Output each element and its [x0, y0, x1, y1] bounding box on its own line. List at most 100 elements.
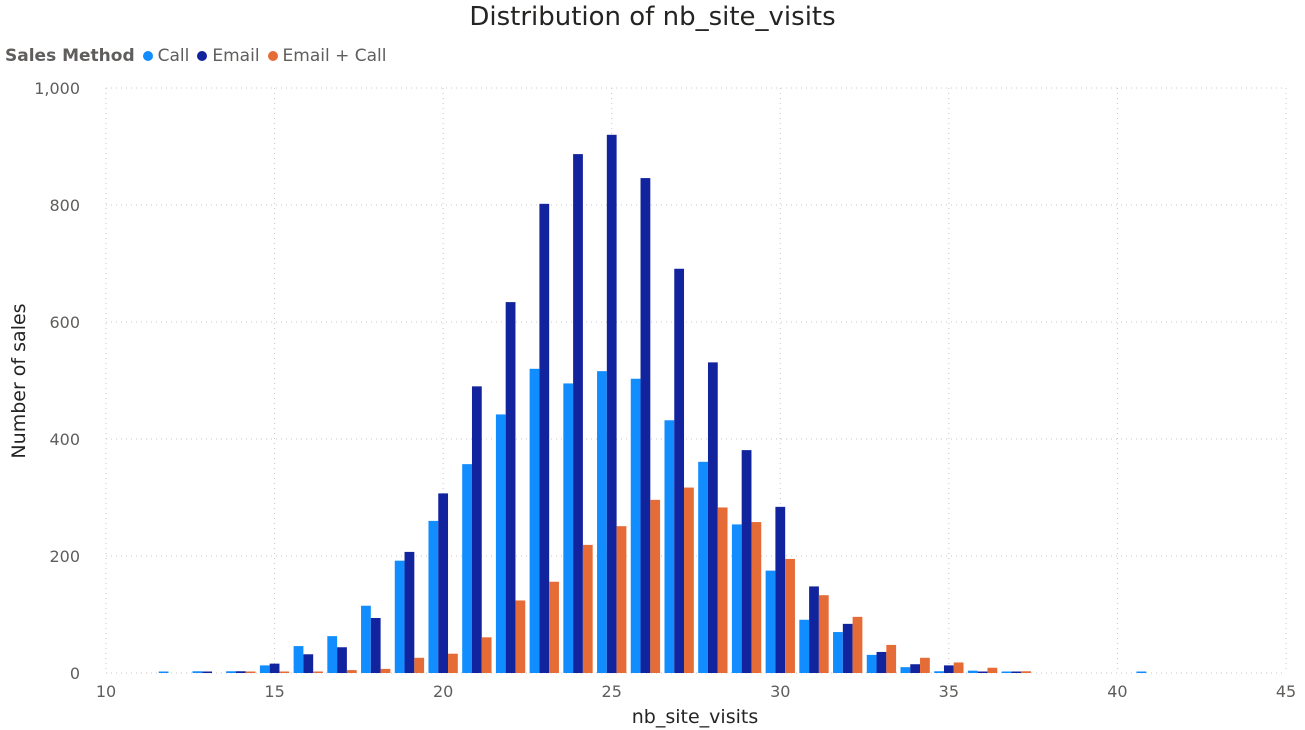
bar-email-call-19[interactable]: [414, 657, 425, 673]
legend-title: Sales Method: [5, 46, 135, 66]
x-tick-label: 35: [939, 682, 959, 701]
x-tick-label: 40: [1107, 682, 1127, 701]
bar-email-call-36[interactable]: [987, 667, 998, 673]
bar-call-32[interactable]: [833, 632, 843, 673]
bar-call-31[interactable]: [799, 619, 810, 673]
legend-marker-email: [197, 51, 208, 61]
bar-email-21[interactable]: [471, 386, 482, 673]
bar-email-call-16[interactable]: [313, 671, 323, 674]
y-tick-label: 1,000: [34, 79, 80, 98]
bar-email-33[interactable]: [876, 651, 887, 673]
bar-call-28[interactable]: [698, 461, 708, 673]
bar-call-12[interactable]: [158, 671, 169, 674]
bar-call-23[interactable]: [529, 368, 540, 673]
bar-email-call-25[interactable]: [616, 526, 627, 673]
bar-email-20[interactable]: [438, 493, 449, 673]
bar-email-36[interactable]: [977, 671, 988, 674]
bar-email-call-21[interactable]: [481, 637, 492, 673]
x-tick-label: 30: [770, 682, 790, 701]
bar-email-15[interactable]: [269, 663, 280, 673]
bar-email-call-15[interactable]: [279, 671, 290, 674]
bars: [158, 134, 1147, 674]
legend-marker-call: [142, 51, 153, 61]
bar-email-30[interactable]: [775, 506, 786, 673]
bar-email-14[interactable]: [235, 671, 246, 673]
bar-email-29[interactable]: [741, 450, 752, 673]
bar-call-21[interactable]: [462, 464, 472, 673]
bar-call-24[interactable]: [563, 383, 574, 673]
bar-email-16[interactable]: [303, 654, 314, 673]
bar-email-call-33[interactable]: [886, 644, 897, 673]
legend-marker-email-call: [267, 51, 278, 61]
bar-call-19[interactable]: [394, 560, 405, 673]
bar-email-37[interactable]: [1011, 671, 1022, 674]
bar-email-31[interactable]: [809, 586, 819, 673]
bar-call-13[interactable]: [192, 671, 203, 673]
bar-email-27[interactable]: [674, 268, 685, 673]
bar-call-20[interactable]: [428, 520, 439, 673]
gridlines: [105, 87, 1287, 674]
bar-email-call-22[interactable]: [515, 600, 526, 673]
x-tick-label: 15: [264, 682, 284, 701]
legend-item-call[interactable]: Call: [142, 46, 189, 66]
x-tick-label: 25: [602, 682, 622, 701]
bar-email-28[interactable]: [707, 362, 718, 673]
bar-call-29[interactable]: [731, 524, 742, 673]
bar-call-33[interactable]: [866, 654, 877, 673]
bar-email-call-20[interactable]: [448, 653, 458, 673]
x-tick-label: 10: [96, 682, 116, 701]
bar-email-call-23[interactable]: [549, 581, 559, 673]
bar-email-26[interactable]: [640, 178, 651, 673]
bar-email-24[interactable]: [573, 154, 583, 674]
y-axis-title: Number of sales: [8, 303, 30, 458]
bar-call-35[interactable]: [934, 671, 944, 673]
bar-email-call-27[interactable]: [684, 487, 694, 673]
bar-call-36[interactable]: [967, 670, 978, 673]
bar-email-call-28[interactable]: [717, 507, 728, 673]
bar-email-32[interactable]: [842, 623, 853, 673]
bar-call-22[interactable]: [495, 414, 506, 673]
bar-call-27[interactable]: [664, 420, 675, 673]
bar-call-16[interactable]: [293, 646, 304, 673]
bar-email-call-32[interactable]: [852, 616, 863, 673]
bar-call-41[interactable]: [1136, 671, 1147, 674]
bar-email-call-26[interactable]: [650, 499, 661, 673]
bar-call-25[interactable]: [597, 371, 607, 673]
bar-email-call-31[interactable]: [818, 595, 829, 673]
bar-email-13[interactable]: [202, 671, 213, 674]
bar-email-call-34[interactable]: [920, 657, 930, 673]
legend-item-email-call[interactable]: Email + Call: [267, 46, 387, 66]
bar-email-call-18[interactable]: [380, 668, 391, 673]
bar-email-call-29[interactable]: [751, 522, 762, 673]
bar-call-17[interactable]: [327, 636, 338, 673]
y-tick-label: 400: [49, 430, 80, 449]
bar-email-19[interactable]: [404, 551, 415, 673]
bar-call-15[interactable]: [259, 665, 270, 673]
y-tick-label: 800: [49, 196, 80, 215]
bar-call-37[interactable]: [1001, 671, 1012, 674]
y-tick-label: 0: [70, 664, 80, 683]
bar-email-22[interactable]: [505, 302, 516, 673]
bar-email-call-30[interactable]: [785, 558, 795, 673]
bar-call-14[interactable]: [226, 671, 236, 673]
bar-call-30[interactable]: [765, 570, 776, 674]
bar-email-35[interactable]: [943, 665, 954, 673]
x-tick-label: 20: [433, 682, 453, 701]
bar-email-34[interactable]: [910, 664, 921, 673]
legend-item-email[interactable]: Email: [197, 46, 260, 66]
bar-email-18[interactable]: [370, 618, 381, 673]
bar-call-18[interactable]: [361, 605, 371, 673]
bar-call-34[interactable]: [900, 667, 911, 673]
bar-email-call-37[interactable]: [1021, 671, 1031, 673]
bar-email-call-17[interactable]: [346, 670, 357, 673]
bar-email-25[interactable]: [606, 134, 617, 674]
bar-call-26[interactable]: [630, 378, 641, 673]
bar-email-call-24[interactable]: [582, 544, 593, 673]
bar-email-call-35[interactable]: [953, 662, 964, 673]
bar-email-call-14[interactable]: [245, 671, 256, 674]
bar-email-17[interactable]: [337, 647, 347, 673]
tick-labels: 0 200 400 600 800 1,000 10 15 20 25 30 35 40 45: [34, 79, 1296, 701]
bar-email-23[interactable]: [539, 203, 550, 673]
y-tick-label: 600: [49, 313, 80, 332]
